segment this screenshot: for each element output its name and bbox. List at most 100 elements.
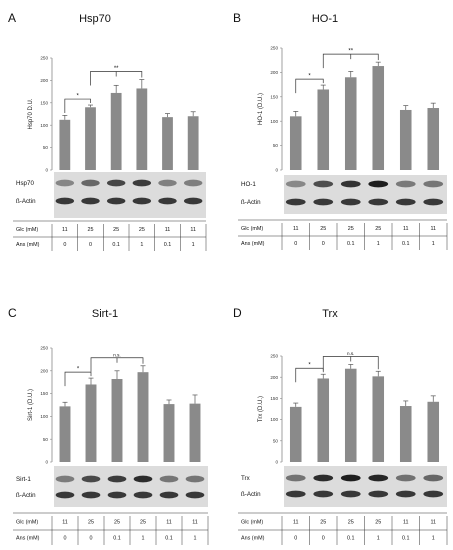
blot-band <box>313 198 334 206</box>
blot-image <box>54 466 208 507</box>
significance-label: * <box>77 367 80 373</box>
table-cell: 11 <box>62 227 68 233</box>
y-tick-label: 50 <box>273 143 279 148</box>
blot-image <box>284 175 447 214</box>
blot-band <box>285 474 306 482</box>
chart-title: HO-1 <box>312 13 338 25</box>
blot-band <box>395 474 416 482</box>
table-cell: 1 <box>194 536 197 542</box>
bar <box>427 401 440 462</box>
y-tick-label: 50 <box>43 437 49 442</box>
blot-band <box>81 491 101 499</box>
table-row-label: Ans (mM) <box>16 536 40 542</box>
blot-label: ß-Actin <box>241 491 261 498</box>
table-cell: 0 <box>63 242 66 248</box>
table-row-label: Glc (mM) <box>16 227 38 233</box>
table-cell: 0 <box>90 536 93 542</box>
bar <box>344 368 357 462</box>
blot-band <box>423 474 444 482</box>
blot-band <box>159 491 179 499</box>
y-tick-label: 50 <box>273 438 279 443</box>
table-cell: 0.1 <box>112 242 120 248</box>
table-cell: 1 <box>377 241 380 247</box>
blot-band <box>133 475 153 483</box>
table-cell: 1 <box>432 536 435 542</box>
blot-band <box>159 475 179 483</box>
bar <box>111 379 123 462</box>
y-tick-label: 0 <box>275 460 278 465</box>
bar <box>162 117 173 170</box>
blot-band <box>106 179 126 187</box>
table-cell: 0 <box>64 536 67 542</box>
table-cell: 0.1 <box>347 241 355 247</box>
table-cell: 0 <box>322 241 325 247</box>
panel-letter: B <box>233 11 241 25</box>
blot-band <box>423 180 444 188</box>
table-cell: 0.1 <box>113 536 121 542</box>
blot-band <box>132 197 152 205</box>
blot-band <box>395 490 416 498</box>
blot-band <box>55 491 75 499</box>
blot-image <box>284 466 447 507</box>
table-cell: 0.1 <box>402 536 410 542</box>
table-cell: 11 <box>165 227 171 233</box>
table-row-label: Glc (mM) <box>241 520 263 526</box>
blot-band <box>340 474 361 482</box>
y-tick-label: 0 <box>275 168 278 173</box>
table-cell: 1 <box>140 242 143 248</box>
y-tick-label: 250 <box>40 56 48 61</box>
y-tick-label: 0 <box>45 460 48 465</box>
table-cell: 11 <box>430 520 436 526</box>
blot-band <box>313 180 334 188</box>
table-cell: 25 <box>375 520 381 526</box>
chart-title: Hsp70 <box>79 13 111 25</box>
bar <box>289 406 302 462</box>
blot-band <box>132 179 152 187</box>
blot-band <box>55 475 75 483</box>
y-tick-label: 200 <box>40 78 48 83</box>
table-row-label: Ans (mM) <box>241 241 265 247</box>
blot-band <box>313 474 334 482</box>
bar <box>136 88 148 170</box>
table-cell: 0 <box>294 536 297 542</box>
table-cell: 1 <box>377 536 380 542</box>
table-cell: 11 <box>403 520 409 526</box>
blot-label: Trx <box>241 475 251 482</box>
bar <box>344 77 357 170</box>
blot-band <box>285 198 306 206</box>
blot-label: Hsp70 <box>16 180 34 187</box>
bar <box>163 404 175 462</box>
blot-band <box>313 490 334 498</box>
table-cell: 11 <box>293 226 299 232</box>
y-tick-label: 200 <box>40 368 48 373</box>
bar <box>399 406 412 462</box>
y-tick-label: 150 <box>40 391 48 396</box>
blot-label: HO-1 <box>241 181 256 188</box>
table-cell: 11 <box>190 227 196 233</box>
chart-title: Sirt-1 <box>92 308 118 320</box>
table-cell: 11 <box>403 226 409 232</box>
blot-band <box>368 490 389 498</box>
y-axis-label: Hsp70 D.U. <box>28 98 34 129</box>
table-cell: 11 <box>62 520 68 526</box>
table-cell: 25 <box>139 227 145 233</box>
blot-band <box>395 180 416 188</box>
table-cell: 25 <box>88 520 94 526</box>
table-cell: 0 <box>322 536 325 542</box>
y-tick-label: 100 <box>270 417 278 422</box>
y-tick-label: 150 <box>40 100 48 105</box>
blot-band <box>185 491 205 499</box>
significance-label: n.s. <box>113 352 120 357</box>
table-cell: 11 <box>166 520 172 526</box>
table-cell: 11 <box>293 520 299 526</box>
blot-band <box>55 197 75 205</box>
bar <box>189 403 201 462</box>
y-tick-label: 100 <box>270 119 278 124</box>
blot-label: Sirt-1 <box>16 476 31 483</box>
bar <box>317 89 330 170</box>
significance-label: n.s. <box>347 351 354 356</box>
blot-band <box>158 197 177 205</box>
